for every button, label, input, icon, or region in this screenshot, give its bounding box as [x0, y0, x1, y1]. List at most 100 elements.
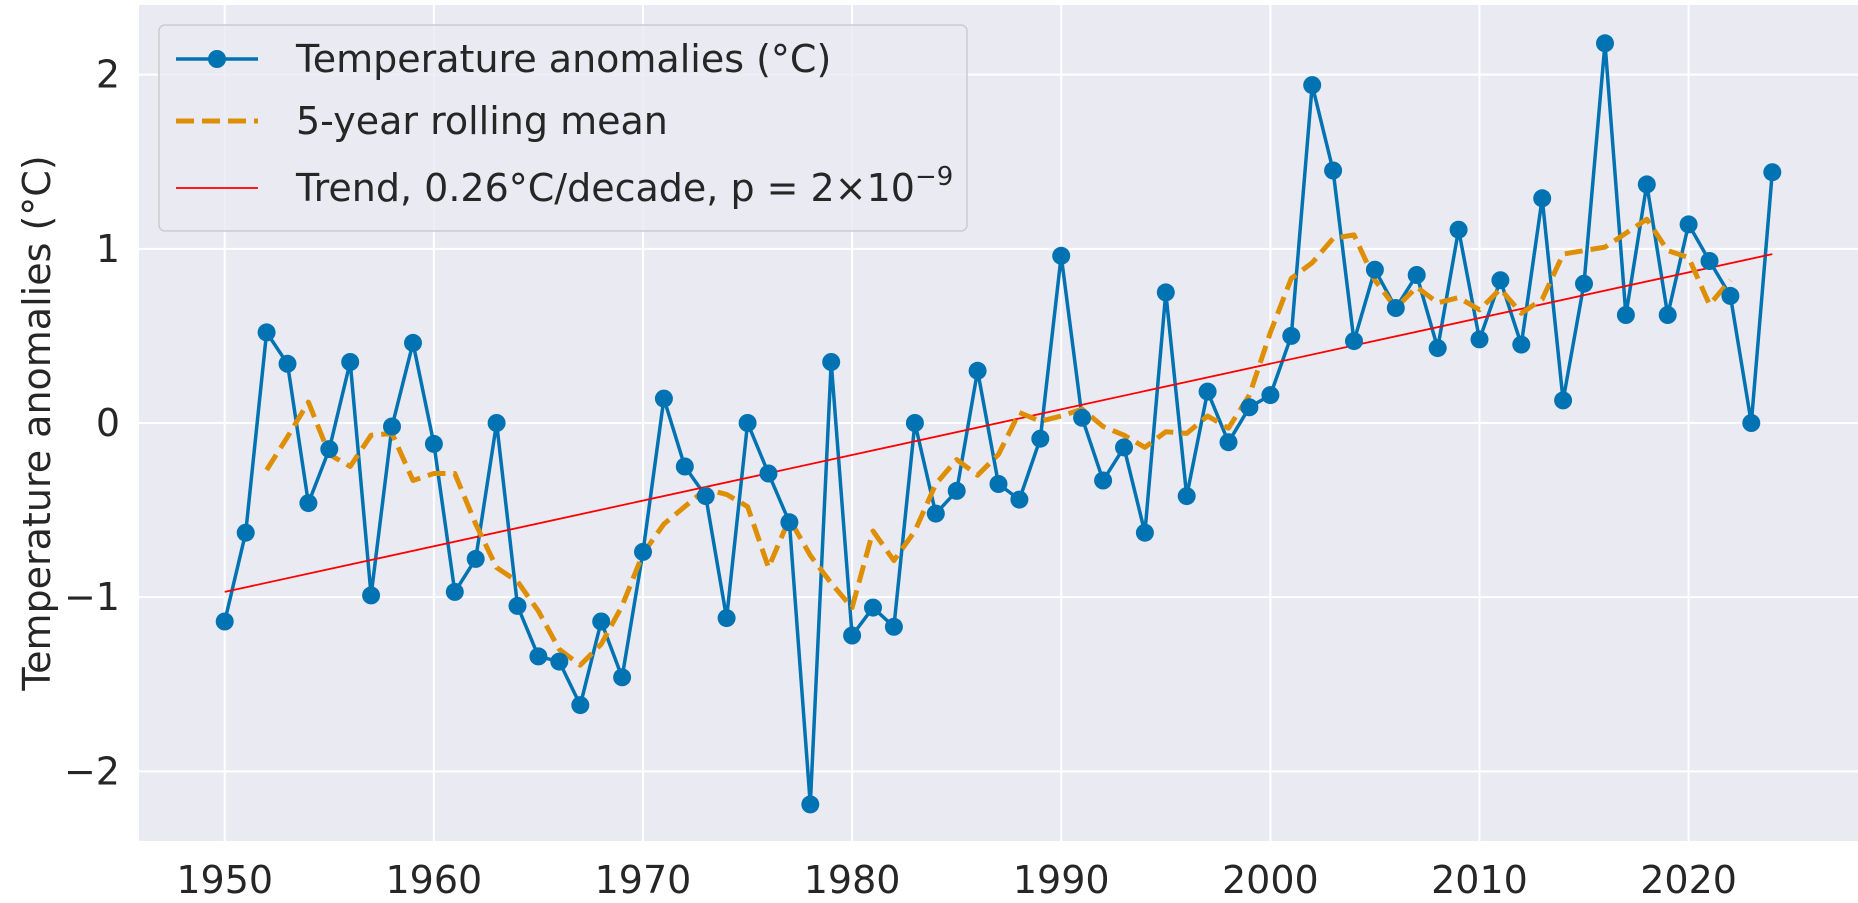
anomaly-point-1954 — [299, 494, 318, 513]
anomaly-point-1976 — [759, 464, 778, 483]
series-layer — [215, 34, 1782, 814]
anomaly-point-1968 — [592, 612, 611, 631]
anomaly-point-2011 — [1491, 271, 1510, 290]
anomaly-point-1974 — [717, 609, 736, 628]
anomaly-point-2021 — [1700, 252, 1719, 270]
anomaly-point-1984 — [926, 504, 945, 523]
anomaly-point-1962 — [466, 549, 485, 568]
legend-label-trend-main: Trend, 0.26°C/decade, p = 2×10 — [295, 166, 915, 210]
anomaly-point-1987 — [989, 475, 1008, 493]
legend-label-trend: Trend, 0.26°C/decade, p = 2×10−9 — [295, 162, 953, 210]
anomaly-point-2017 — [1616, 306, 1635, 324]
anomaly-point-1952 — [257, 323, 276, 342]
anomaly-point-1961 — [445, 582, 464, 601]
anomaly-point-1958 — [383, 417, 401, 436]
y-tick-label: −2 — [64, 749, 120, 793]
anomaly-point-1983 — [905, 414, 924, 432]
anomaly-point-1973 — [696, 487, 715, 506]
anomaly-point-2015 — [1575, 274, 1593, 293]
anomaly-point-1964 — [508, 596, 527, 615]
anomaly-point-1953 — [278, 354, 297, 373]
anomaly-point-2009 — [1449, 220, 1468, 239]
anomaly-point-1957 — [362, 586, 381, 605]
anomaly-point-1986 — [968, 361, 987, 380]
anomaly-point-1972 — [675, 457, 694, 476]
anomaly-point-2012 — [1512, 335, 1531, 354]
legend-frame — [158, 24, 968, 232]
anomaly-point-1993 — [1115, 438, 1133, 457]
anomaly-point-1950 — [215, 612, 234, 631]
anomaly-point-2019 — [1658, 306, 1677, 324]
anomaly-point-2023 — [1742, 414, 1761, 432]
axes-layer: 1950 1960 1970 1980 1990 2000 2010 2020 −2 −1 0 1 2 — [64, 53, 1737, 902]
anomaly-point-1966 — [550, 652, 569, 671]
anomaly-point-2013 — [1533, 189, 1552, 208]
anomaly-point-1975 — [738, 414, 757, 432]
anomaly-point-1981 — [864, 598, 882, 617]
x-tick-label: 2010 — [1431, 858, 1528, 902]
anomaly-point-2007 — [1407, 266, 1426, 284]
y-tick-label: 0 — [96, 401, 120, 445]
anomaly-point-1970 — [634, 542, 652, 561]
anomaly-point-2024 — [1763, 163, 1782, 182]
anomaly-point-2022 — [1721, 286, 1740, 305]
legend-label-anomalies: Temperature anomalies (°C) — [295, 37, 831, 81]
anomaly-point-2000 — [1261, 386, 1280, 405]
anomaly-point-1994 — [1135, 523, 1154, 542]
anomaly-point-2016 — [1596, 34, 1614, 53]
anomaly-point-1997 — [1198, 382, 1217, 401]
anomaly-point-1960 — [424, 434, 443, 453]
y-tick-label: 1 — [96, 227, 120, 271]
x-tick-label: 2000 — [1222, 858, 1319, 902]
anomaly-point-1959 — [404, 333, 422, 352]
anomaly-point-1980 — [843, 626, 862, 645]
anomaly-point-2002 — [1303, 76, 1322, 95]
anomaly-point-1978 — [801, 795, 820, 814]
anomaly-point-1999 — [1240, 398, 1259, 417]
anomaly-point-1985 — [947, 481, 966, 500]
anomaly-point-1971 — [654, 389, 673, 408]
x-tick-label: 1980 — [804, 858, 901, 902]
anomaly-point-2006 — [1386, 299, 1405, 317]
series-line-rolling-mean — [264, 216, 1733, 668]
anomaly-point-1988 — [1010, 490, 1029, 509]
legend: Temperature anomalies (°C) 5-year rollin… — [158, 24, 968, 232]
x-tick-label: 2020 — [1640, 858, 1737, 902]
y-axis-label: Temperature anomalies (°C) — [15, 155, 59, 691]
anomaly-point-1963 — [487, 414, 506, 432]
anomaly-point-2010 — [1470, 330, 1489, 349]
x-tick-label: 1950 — [176, 858, 273, 902]
anomaly-point-1996 — [1177, 487, 1196, 506]
anomaly-point-2008 — [1428, 339, 1447, 358]
anomaly-point-2005 — [1365, 260, 1384, 279]
anomaly-point-1991 — [1073, 408, 1092, 427]
y-tick-label: −1 — [64, 575, 120, 619]
anomaly-point-1955 — [320, 440, 339, 459]
anomaly-point-2004 — [1345, 332, 1363, 351]
anomaly-point-1977 — [780, 513, 799, 532]
legend-swatch-anomalies-marker — [208, 50, 226, 68]
anomaly-point-1965 — [529, 647, 548, 666]
anomaly-point-2001 — [1282, 326, 1301, 345]
anomaly-point-1982 — [884, 617, 903, 636]
anomaly-point-2014 — [1554, 391, 1573, 410]
anomaly-point-1992 — [1094, 471, 1113, 490]
anomaly-point-1989 — [1031, 429, 1050, 448]
anomaly-point-1979 — [822, 353, 841, 371]
anomaly-point-1995 — [1156, 283, 1175, 302]
anomaly-point-2018 — [1637, 175, 1656, 194]
legend-label-rolling-mean: 5-year rolling mean — [296, 99, 668, 143]
legend-label-trend-exponent: −9 — [915, 162, 953, 192]
x-tick-label: 1990 — [1013, 858, 1110, 902]
anomaly-point-1956 — [341, 353, 360, 371]
y-tick-label: 2 — [96, 53, 120, 97]
x-tick-label: 1960 — [386, 858, 483, 902]
anomaly-point-2020 — [1679, 215, 1698, 234]
anomaly-point-1951 — [236, 523, 255, 542]
x-tick-label: 1970 — [595, 858, 692, 902]
anomaly-point-2003 — [1324, 161, 1343, 180]
anomaly-point-1998 — [1219, 433, 1238, 452]
anomaly-point-1990 — [1052, 246, 1071, 265]
anomaly-point-1969 — [613, 668, 632, 687]
